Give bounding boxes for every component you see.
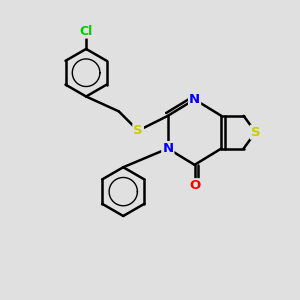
Text: S: S xyxy=(251,126,260,139)
Text: N: N xyxy=(162,142,173,155)
Text: O: O xyxy=(189,179,200,192)
Text: S: S xyxy=(133,124,143,137)
Text: Cl: Cl xyxy=(80,25,93,38)
Text: N: N xyxy=(189,93,200,106)
